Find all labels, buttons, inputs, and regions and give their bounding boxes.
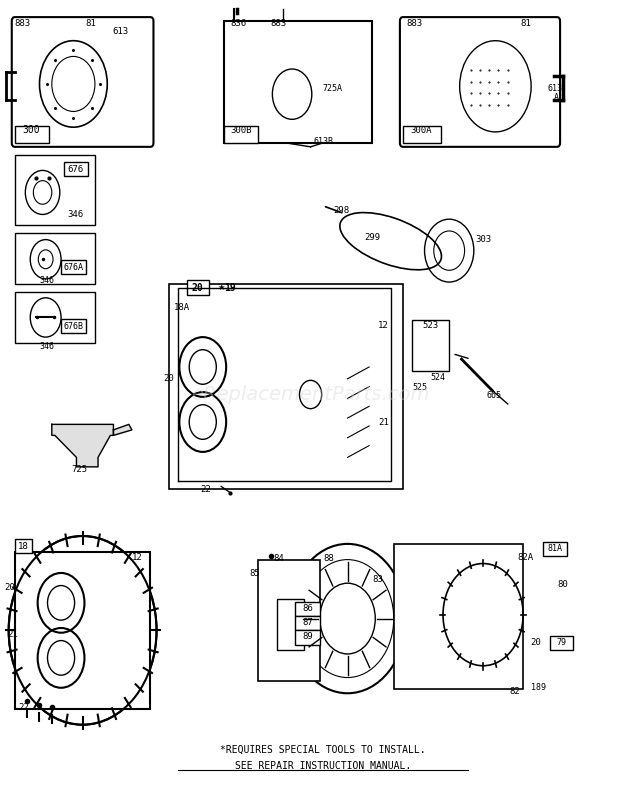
- Text: 22: 22: [200, 485, 211, 494]
- Text: 298: 298: [334, 206, 350, 215]
- Text: 89: 89: [302, 632, 313, 641]
- Text: 665: 665: [486, 391, 501, 399]
- Bar: [187, 280, 209, 295]
- Text: 676: 676: [67, 165, 83, 174]
- Bar: [295, 630, 320, 645]
- Text: 303: 303: [476, 235, 492, 244]
- Text: 676B: 676B: [63, 322, 83, 331]
- Text: 87: 87: [302, 618, 313, 627]
- Text: 300A: 300A: [410, 126, 432, 135]
- Text: 18: 18: [18, 542, 29, 551]
- Text: 300: 300: [23, 125, 40, 135]
- Text: 836: 836: [231, 19, 247, 28]
- Text: 525: 525: [412, 383, 427, 391]
- Text: 613: 613: [112, 27, 128, 36]
- Bar: [295, 602, 320, 616]
- Bar: [64, 162, 87, 176]
- Bar: [15, 539, 32, 553]
- Bar: [224, 21, 372, 143]
- Text: 725A: 725A: [323, 84, 343, 93]
- FancyBboxPatch shape: [400, 17, 560, 147]
- FancyBboxPatch shape: [12, 17, 154, 147]
- Text: 346: 346: [40, 342, 55, 351]
- Text: *REQUIRES SPECIAL TOOLS TO INSTALL.: *REQUIRES SPECIAL TOOLS TO INSTALL.: [220, 745, 426, 755]
- Bar: [15, 125, 49, 143]
- Text: 88: 88: [323, 554, 334, 563]
- Text: 81: 81: [86, 19, 97, 28]
- Text: 84: 84: [273, 554, 285, 563]
- Text: 82A: 82A: [517, 553, 533, 563]
- Text: 613B: 613B: [314, 136, 334, 146]
- Text: 12: 12: [378, 321, 389, 330]
- Text: 299: 299: [364, 233, 380, 241]
- Bar: [169, 284, 403, 489]
- Text: 86: 86: [302, 604, 313, 613]
- Text: 19: 19: [224, 282, 236, 293]
- Text: 82: 82: [509, 687, 520, 696]
- Text: 883: 883: [15, 19, 31, 28]
- Bar: [295, 616, 320, 630]
- Text: 346: 346: [67, 210, 83, 219]
- Text: 189: 189: [531, 683, 546, 692]
- Text: 79: 79: [556, 638, 566, 648]
- Text: 676A: 676A: [63, 264, 83, 272]
- Text: 85: 85: [249, 569, 260, 578]
- Text: 22: 22: [18, 703, 29, 712]
- Text: 20: 20: [4, 582, 15, 592]
- Bar: [543, 541, 567, 555]
- Text: 20: 20: [192, 282, 204, 293]
- Text: 18A: 18A: [174, 303, 190, 312]
- Text: 20: 20: [163, 374, 174, 383]
- Polygon shape: [113, 424, 132, 436]
- Bar: [15, 234, 95, 284]
- Text: 523: 523: [423, 321, 439, 330]
- Text: 83: 83: [372, 574, 383, 584]
- Text: 12: 12: [132, 553, 143, 563]
- Bar: [412, 320, 449, 371]
- Text: ★: ★: [218, 283, 225, 292]
- Bar: [277, 599, 304, 650]
- Polygon shape: [52, 424, 113, 467]
- Bar: [394, 544, 523, 690]
- Text: SEE REPAIR INSTRUCTION MANUAL.: SEE REPAIR INSTRUCTION MANUAL.: [235, 761, 411, 771]
- Bar: [549, 636, 573, 650]
- Text: 524: 524: [431, 373, 446, 383]
- Bar: [61, 260, 86, 275]
- Text: 883: 883: [270, 19, 286, 28]
- Text: 883: 883: [406, 19, 422, 28]
- Text: 80: 80: [557, 580, 568, 589]
- Text: 725: 725: [71, 466, 87, 474]
- Bar: [224, 125, 258, 143]
- Bar: [258, 559, 320, 682]
- Text: 300B: 300B: [230, 126, 252, 135]
- Text: 81A: 81A: [547, 544, 563, 553]
- Bar: [15, 155, 95, 226]
- Text: eReplacementParts.com: eReplacementParts.com: [192, 385, 430, 404]
- Bar: [15, 292, 95, 343]
- Text: 613: 613: [547, 84, 563, 93]
- Text: 20: 20: [531, 638, 541, 647]
- Text: A: A: [554, 93, 559, 103]
- Text: 346: 346: [40, 276, 55, 285]
- Text: 21: 21: [378, 417, 389, 427]
- Text: 81: 81: [520, 19, 531, 28]
- Bar: [403, 125, 441, 143]
- Text: 21: 21: [7, 630, 18, 639]
- Bar: [61, 319, 86, 333]
- Bar: [15, 552, 151, 709]
